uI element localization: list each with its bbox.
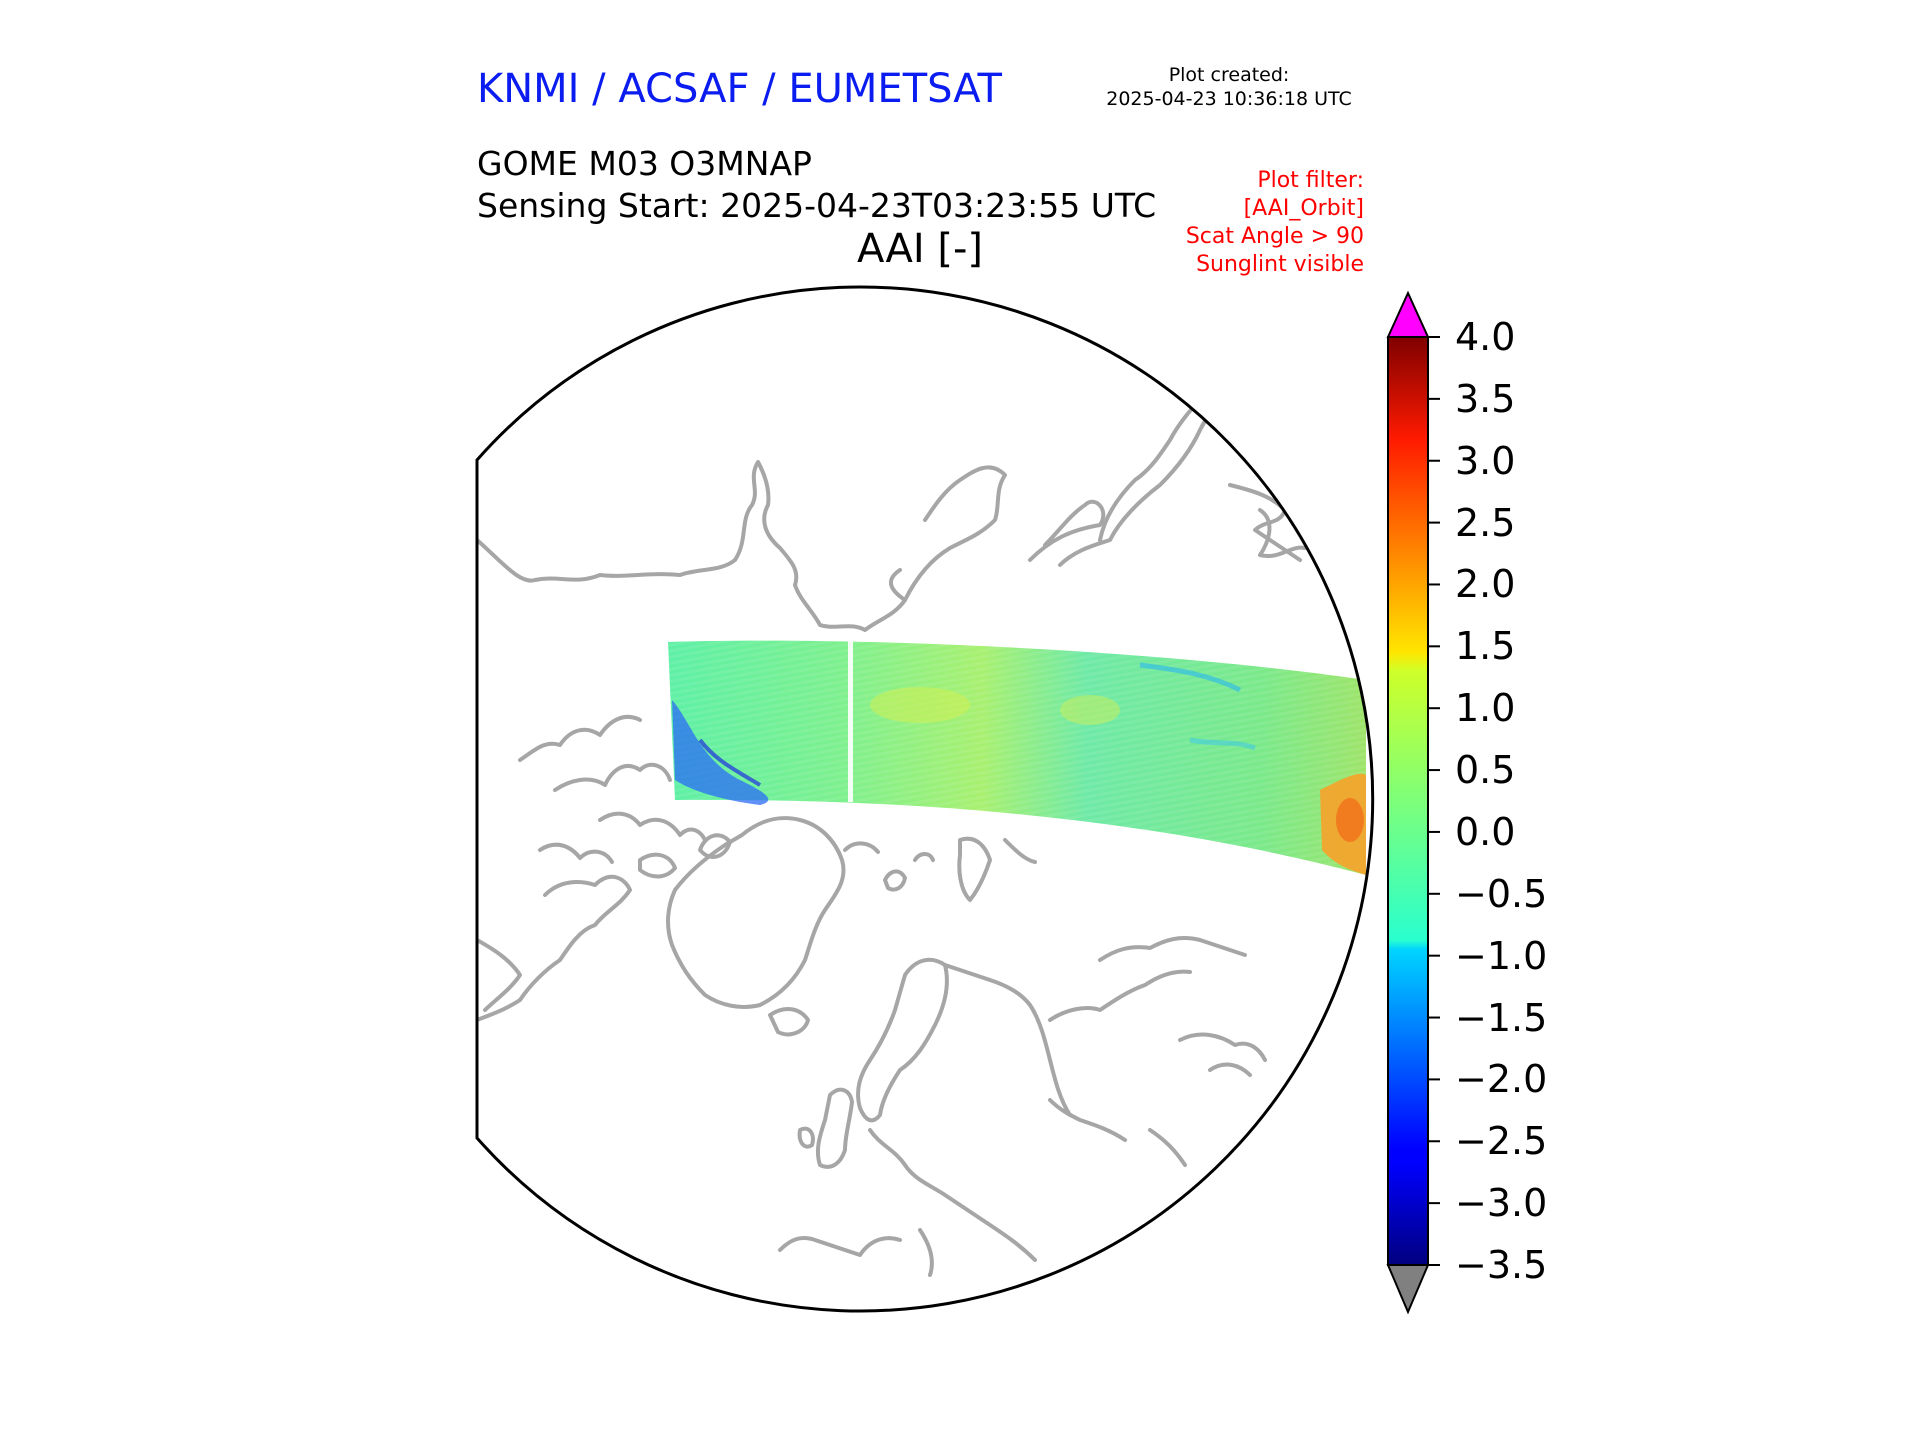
colorbar-tick-label: 0.5: [1455, 748, 1516, 793]
iceland: [768, 1007, 810, 1037]
colorbar-tick-label: 2.0: [1455, 562, 1516, 607]
colorbar-tick-label: −0.5: [1455, 871, 1548, 916]
filter-line: Scat Angle > 90: [1185, 224, 1364, 249]
colorbar-tick-label: −2.0: [1455, 1057, 1548, 1102]
organization-title: KNMI / ACSAF / EUMETSAT: [477, 66, 1002, 112]
colorbar-tick-label: 3.0: [1455, 438, 1516, 483]
colorbar-tick-label: 3.5: [1455, 376, 1516, 421]
product-name: GOME M03 O3MNAP: [477, 144, 812, 183]
colorbar-tick-label: −3.5: [1455, 1243, 1548, 1287]
filter-line: [AAI_Orbit]: [1243, 196, 1364, 221]
colorbar-over-extension: [1386, 290, 1430, 338]
colorbar-tick-label: 1.0: [1455, 686, 1516, 731]
colorbar-tick-label: 0.0: [1455, 809, 1516, 854]
greenland: [666, 816, 846, 1009]
colorbar-tick-label: −1.0: [1455, 933, 1548, 978]
colorbar-tick-label: 2.5: [1455, 500, 1516, 545]
plot-created-label: Plot created:: [1168, 64, 1290, 86]
filter-line: Sunglint visible: [1196, 252, 1364, 277]
variable-title: AAI [-]: [857, 226, 983, 272]
colorbar-tick-label: −2.5: [1455, 1119, 1548, 1164]
map-boundary: [475, 285, 1375, 1313]
sensing-start: Sensing Start: 2025-04-23T03:23:55 UTC: [477, 186, 1157, 225]
great-britain: [815, 1087, 854, 1169]
colorbar: [1386, 290, 1440, 1315]
scandinavia: [856, 957, 949, 1123]
plot-created-value: 2025-04-23 10:36:18 UTC: [1106, 88, 1352, 110]
filter-line: Plot filter:: [1257, 168, 1364, 193]
colorbar-under-extension: [1386, 1264, 1430, 1315]
colorbar-tick-label: 4.0: [1455, 315, 1516, 359]
coastlines: [477, 398, 1307, 1277]
low-aai-region: [672, 700, 769, 805]
colorbar-tick-label: −1.5: [1455, 995, 1548, 1040]
colorbar-tick-label: −3.0: [1455, 1181, 1548, 1226]
colorbar-body: [1387, 336, 1429, 1266]
colorbar-tick-label: 1.5: [1455, 624, 1516, 669]
